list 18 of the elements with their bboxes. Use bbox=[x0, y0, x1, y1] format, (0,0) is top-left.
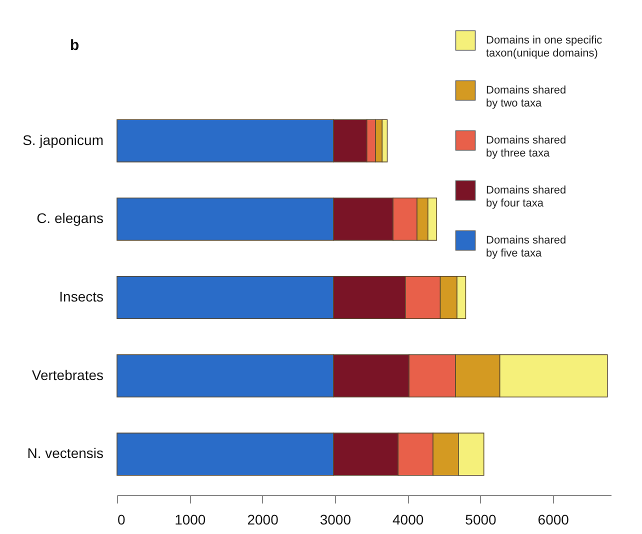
legend-label: Domains shared by five taxa bbox=[486, 234, 566, 260]
x-tick-label: 0 bbox=[118, 512, 126, 528]
legend-label: Domains in one specific taxon(unique domains) bbox=[486, 34, 603, 60]
chart-title: b bbox=[70, 37, 80, 54]
y-tick-label: S. japonicum bbox=[22, 132, 104, 148]
legend-label: Domains shared by two taxa bbox=[486, 84, 566, 110]
x-tick-label: 6000 bbox=[538, 512, 570, 528]
x-tick-label: 5000 bbox=[465, 512, 497, 528]
y-tick-label: Insects bbox=[59, 288, 104, 304]
legend-label: Domains shared by four taxa bbox=[486, 184, 566, 210]
y-tick-label: C. elegans bbox=[36, 210, 104, 226]
x-tick-label: 3000 bbox=[320, 512, 352, 528]
y-tick-label: Vertebrates bbox=[32, 366, 104, 383]
x-tick-label: 4000 bbox=[392, 512, 424, 528]
y-tick-label: N. vectensis bbox=[27, 445, 104, 462]
x-tick-label: 2000 bbox=[247, 512, 279, 528]
legend-label: Domains shared by three taxa bbox=[486, 134, 566, 160]
x-tick-label: 1000 bbox=[174, 512, 206, 528]
